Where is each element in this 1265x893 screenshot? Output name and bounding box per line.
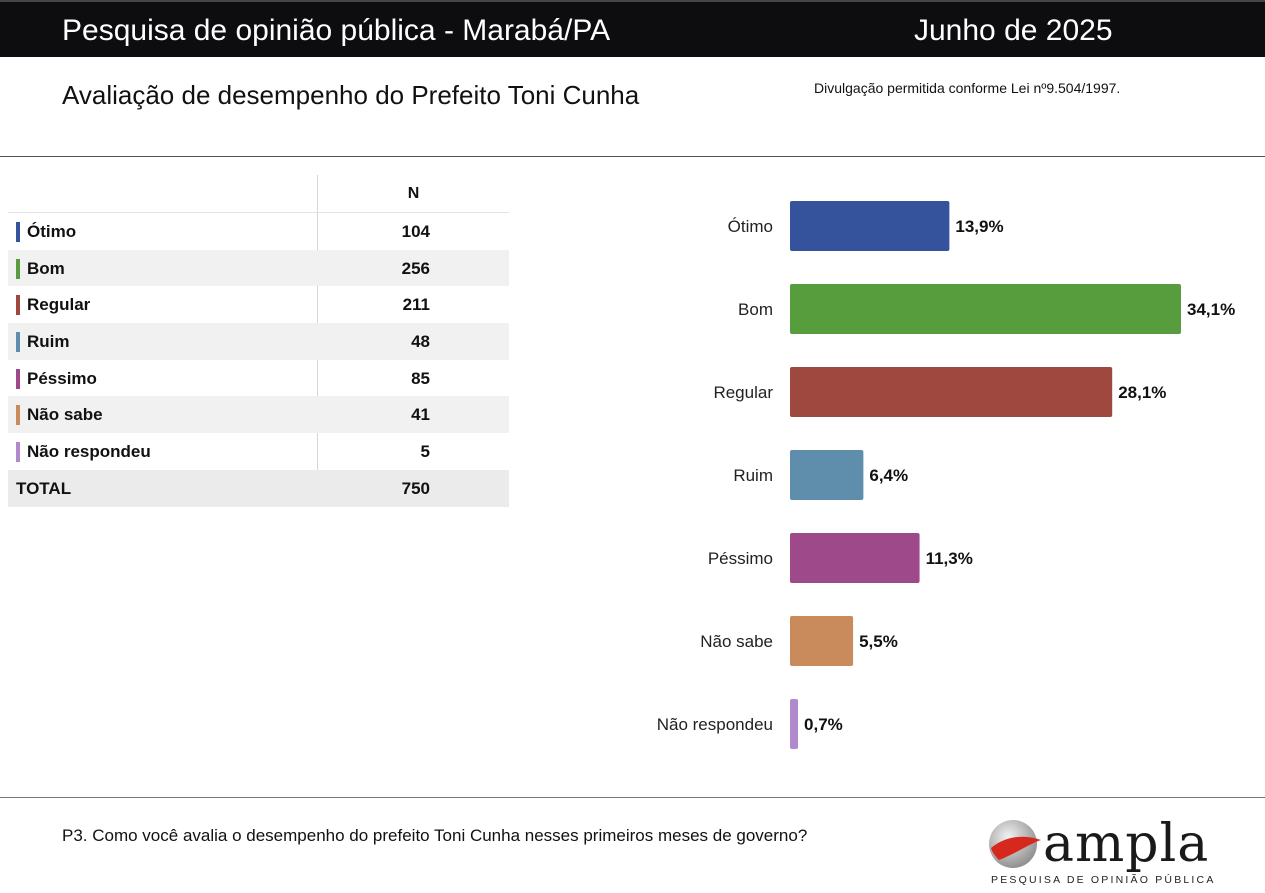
value-label: 28,1% <box>1118 383 1166 402</box>
total-label: TOTAL <box>16 478 72 498</box>
total-count: 750 <box>401 478 430 498</box>
row-label: Péssimo <box>27 368 97 388</box>
bar <box>790 699 799 749</box>
category-label: Péssimo <box>708 549 773 568</box>
row-count: 256 <box>401 258 430 278</box>
value-label: 6,4% <box>869 466 908 485</box>
table-row: Ótimo 104 <box>8 213 509 250</box>
row-label: Regular <box>27 295 91 315</box>
table-total-row: TOTAL 750 <box>8 469 509 507</box>
logo-tagline: PESQUISA DE OPINIÃO PÚBLICA <box>991 874 1216 886</box>
row-label: Não sabe <box>27 405 103 425</box>
category-label: Ótimo <box>728 217 773 236</box>
table-row: Péssimo 85 <box>8 360 509 397</box>
color-swatch <box>16 295 20 316</box>
table-header: N <box>8 175 509 213</box>
color-swatch <box>16 332 20 353</box>
value-label: 34,1% <box>1187 300 1235 319</box>
row-count: 211 <box>402 295 430 315</box>
table-row: Não sabe 41 <box>8 396 509 434</box>
survey-date: Junho de 2025 <box>914 14 1113 47</box>
value-label: 13,9% <box>955 217 1003 236</box>
bar <box>790 450 864 500</box>
category-label: Bom <box>738 300 773 319</box>
value-label: 0,7% <box>804 715 843 734</box>
survey-title: Pesquisa de opinião pública - Marabá/PA <box>62 14 611 47</box>
row-count: 48 <box>411 332 430 352</box>
bar <box>790 284 1181 334</box>
row-label: Ruim <box>27 332 70 352</box>
color-swatch <box>16 405 20 426</box>
bar <box>790 533 920 583</box>
bar <box>790 616 854 666</box>
survey-question: P3. Como você avalia o desempenho do pre… <box>62 826 808 845</box>
table-row: Bom 256 <box>8 249 509 287</box>
bottom-divider <box>0 797 1265 798</box>
bar <box>790 201 950 251</box>
top-divider <box>0 156 1265 157</box>
logo-word: ampla <box>1043 814 1210 874</box>
table-row: Ruim 48 <box>8 323 509 360</box>
table-row: Regular 211 <box>8 286 509 323</box>
row-count: 104 <box>401 222 430 241</box>
bar <box>790 367 1113 417</box>
row-count: 85 <box>411 368 430 388</box>
logo-mark-icon <box>989 820 1041 868</box>
category-label: Não sabe <box>700 632 773 651</box>
table-row: Não respondeu 5 <box>8 433 509 470</box>
header-bar: Pesquisa de opinião pública - Marabá/PA … <box>0 0 1265 57</box>
color-swatch <box>16 442 20 463</box>
disclosure-note: Divulgação permitida conforme Lei nº9.50… <box>814 80 1121 96</box>
row-label: Ótimo <box>27 222 77 241</box>
ampla-logo: ampla PESQUISA DE OPINIÃO PÚBLICA <box>985 812 1225 888</box>
row-count: 41 <box>411 405 430 425</box>
row-label: Bom <box>27 258 65 278</box>
category-label: Ruim <box>733 466 773 485</box>
category-label: Não respondeu <box>657 715 773 734</box>
bar-chart-svg: Ótimo 13,9% Bom 34,1% Regular 28,1% Ruim 6,4% Pé… <box>657 201 1235 749</box>
row-label: Não respondeu <box>27 442 151 462</box>
chart-title: Avaliação de desempenho do Prefeito Toni… <box>62 80 640 110</box>
color-swatch <box>16 258 20 279</box>
row-count: 5 <box>420 442 430 462</box>
color-swatch <box>16 368 20 389</box>
frequency-table: N Ótimo 104 Bom 256 Regular 211 Ruim 48 … <box>8 175 509 507</box>
color-swatch <box>16 222 20 242</box>
value-label: 11,3% <box>926 549 973 568</box>
category-label: Regular <box>713 383 773 402</box>
bar-chart: Ótimo 13,9% Bom 34,1% Regular 28,1% Ruim 6,4% Pé… <box>620 175 1260 775</box>
n-column-header: N <box>407 185 420 202</box>
value-label: 5,5% <box>859 632 898 651</box>
